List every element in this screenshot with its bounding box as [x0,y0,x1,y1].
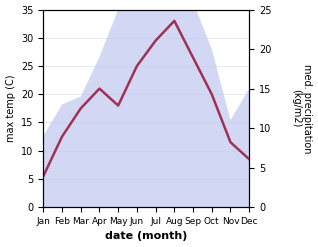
Y-axis label: med. precipitation
(kg/m2): med. precipitation (kg/m2) [291,64,313,153]
X-axis label: date (month): date (month) [105,231,187,242]
Y-axis label: max temp (C): max temp (C) [5,75,16,142]
